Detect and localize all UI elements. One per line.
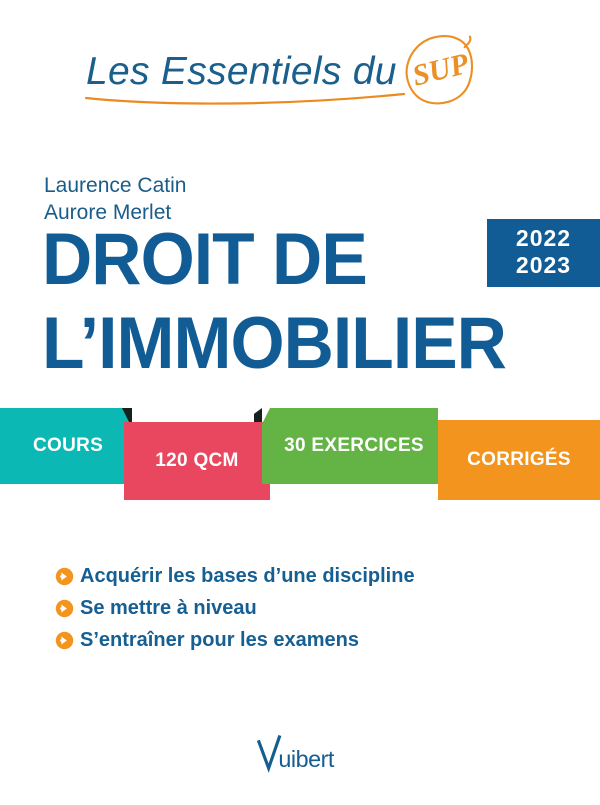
svg-text:uibert: uibert — [278, 746, 335, 772]
svg-text:SUP: SUP — [409, 47, 473, 93]
